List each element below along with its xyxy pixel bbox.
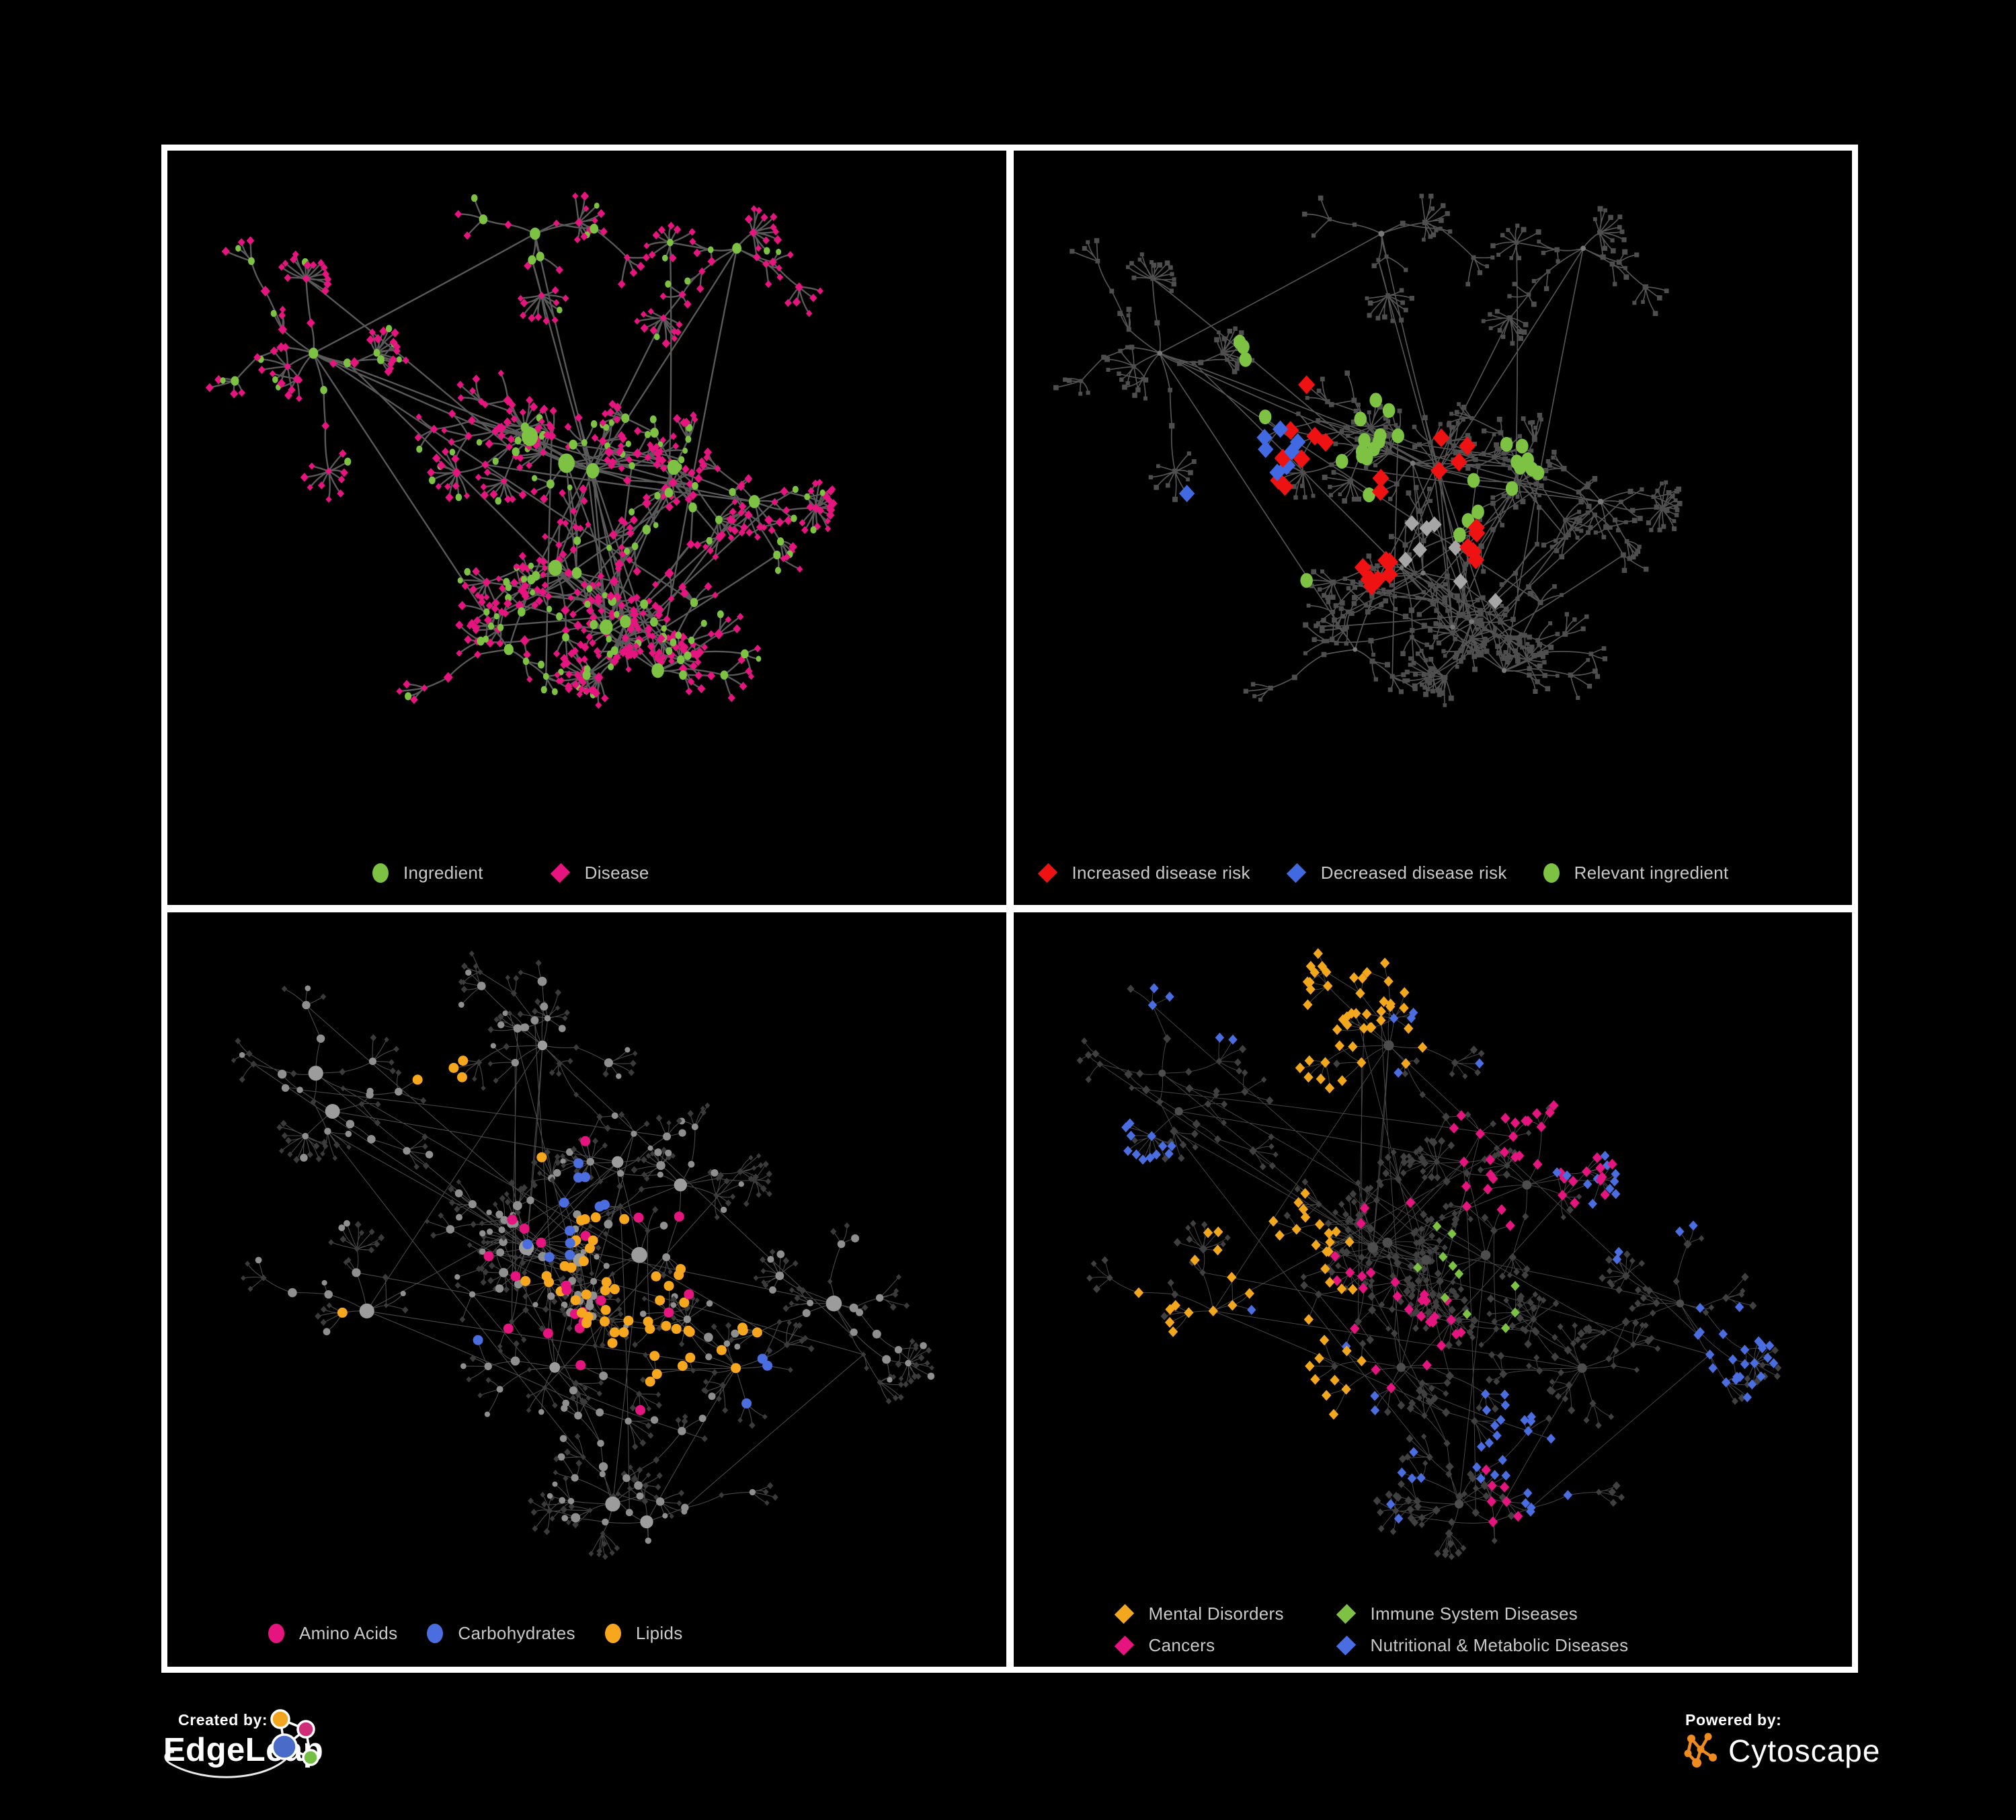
legend-item-disease: Disease [550, 863, 649, 883]
network-graph-nutrient-classes [231, 950, 935, 1560]
legend-item-ingredient: Ingredient [372, 863, 483, 883]
legend-item-carbohydrates: Carbohydrates [427, 1623, 575, 1644]
legend-disease-risk: Increased disease risk Decreased disease… [1037, 863, 1729, 883]
nutritional-metabolic-diseases-node-icon [1336, 1635, 1356, 1656]
legend-label-mental-disorders: Mental Disorders [1148, 1604, 1284, 1624]
legend-label-ingredient: Ingredient [403, 863, 483, 883]
mental-disorders-node-icon [1114, 1604, 1134, 1624]
legend-ingredient-disease: Ingredient Disease [372, 863, 649, 883]
legend-label-carbohydrates: Carbohydrates [458, 1623, 575, 1643]
relevant-ingredient-node-icon [1543, 863, 1560, 883]
network-graph-disease-classes [1076, 948, 1781, 1560]
legend-label-increased-risk: Increased disease risk [1072, 863, 1250, 883]
legend-item-amino-acids: Amino Acids [268, 1623, 397, 1644]
created-by-block: Created by: EdgeLeap [163, 1709, 385, 1802]
legend-item-cancers: Cancers [1114, 1635, 1336, 1656]
figure-grid-frame: Ingredient Disease Increased disease ris… [161, 145, 1858, 1673]
created-by-label: Created by: [178, 1711, 268, 1729]
powered-by-label: Powered by: [1685, 1711, 1782, 1729]
network-graph-disease-risk [1053, 194, 1683, 707]
panel-ingredient-disease-network: Ingredient Disease [167, 151, 1006, 905]
panel-disease-risk-network: Increased disease risk Decreased disease… [1013, 151, 1852, 905]
legend-label-nutritional-metabolic-diseases: Nutritional & Metabolic Diseases [1370, 1635, 1629, 1655]
legend-disease-classes: Mental Disorders Immune System Diseases … [1114, 1604, 1629, 1656]
decreased-risk-node-icon [1286, 863, 1306, 883]
powered-by-block: Powered by: Cytoscape [1683, 1711, 1880, 1770]
disease-node-icon [550, 863, 570, 883]
amino-acids-node-icon [268, 1624, 284, 1643]
carbohydrates-node-icon [427, 1624, 444, 1643]
legend-item-mental-disorders: Mental Disorders [1114, 1604, 1336, 1624]
panel-disease-class-network: Mental Disorders Immune System Diseases … [1013, 912, 1852, 1667]
panel-nutrient-class-network: Amino Acids Carbohydrates Lipids [167, 912, 1006, 1667]
legend-label-cancers: Cancers [1148, 1635, 1215, 1655]
lipids-node-icon [604, 1624, 621, 1643]
immune-system-diseases-node-icon [1336, 1604, 1356, 1624]
increased-risk-node-icon [1037, 863, 1057, 883]
cytoscape-logo-icon [1684, 1733, 1717, 1768]
legend-label-lipids: Lipids [635, 1623, 683, 1643]
legend-item-immune-system-diseases: Immune System Diseases [1336, 1604, 1629, 1624]
cancers-node-icon [1114, 1635, 1134, 1656]
legend-item-relevant-ingredient: Relevant ingredient [1543, 863, 1729, 883]
legend-label-immune-system-diseases: Immune System Diseases [1370, 1604, 1578, 1624]
ingredient-node-icon [372, 863, 389, 883]
legend-item-nutritional-metabolic-diseases: Nutritional & Metabolic Diseases [1336, 1635, 1629, 1656]
legend-item-lipids: Lipids [604, 1623, 683, 1644]
legend-label-decreased-risk: Decreased disease risk [1320, 863, 1507, 883]
edgeleap-logo-icon [164, 1709, 319, 1778]
legend-item-increased-risk: Increased disease risk [1037, 863, 1250, 883]
legend-item-decreased-risk: Decreased disease risk [1286, 863, 1507, 883]
cytoscape-brand-text: Cytoscape [1728, 1733, 1881, 1768]
network-graph-ingredient-disease [205, 191, 838, 709]
legend-label-relevant-ingredient: Relevant ingredient [1574, 863, 1729, 883]
legend-label-amino-acids: Amino Acids [299, 1623, 398, 1643]
legend-nutrient-classes: Amino Acids Carbohydrates Lipids [268, 1623, 683, 1644]
legend-label-disease: Disease [584, 863, 649, 883]
